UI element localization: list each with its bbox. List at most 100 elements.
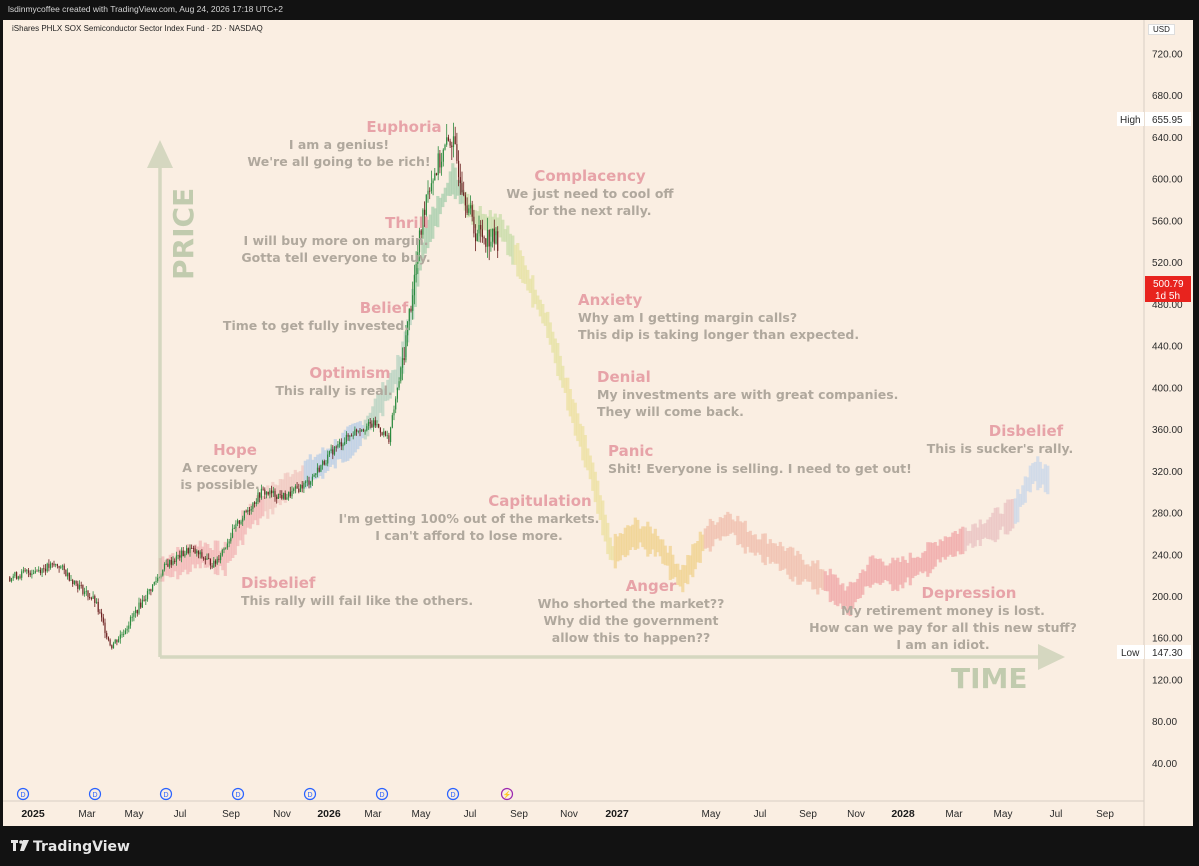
candle-body xyxy=(323,461,325,465)
cycle-path-segment xyxy=(878,558,882,585)
cycle-path-segment xyxy=(788,546,792,580)
candle-body xyxy=(95,601,98,603)
cycle-path-segment xyxy=(546,311,550,338)
cycle-path-segment xyxy=(991,512,995,541)
candle-body xyxy=(481,229,483,238)
cycle-path-segment xyxy=(698,531,702,563)
candle-body xyxy=(420,230,422,235)
candle-body xyxy=(148,589,150,591)
phase-caption: We just need to cool off xyxy=(506,186,674,201)
candle-body xyxy=(65,570,67,577)
cycle-path-segment xyxy=(911,557,915,579)
candle-body xyxy=(186,548,188,554)
cycle-path-segment xyxy=(996,507,1000,540)
phase-caption: I'm getting 100% out of the markets. xyxy=(339,511,600,526)
cycle-path-segment xyxy=(561,365,565,388)
phase-title: Anger xyxy=(626,577,677,595)
cycle-path-segment xyxy=(251,504,255,525)
event-marker[interactable]: D xyxy=(159,787,173,801)
candle-body xyxy=(31,573,33,575)
phase-title: Denial xyxy=(597,368,651,386)
cycle-path-segment xyxy=(793,555,797,577)
cycle-path-segment xyxy=(336,444,340,460)
candle-body xyxy=(296,486,298,489)
cycle-path-segment xyxy=(503,229,507,242)
candle-body xyxy=(191,547,193,549)
candle-body xyxy=(48,563,50,568)
event-marker[interactable]: D xyxy=(88,787,102,801)
event-marker[interactable]: D xyxy=(303,787,317,801)
cycle-path-segment xyxy=(688,555,692,575)
time-tick-label: May xyxy=(412,809,431,820)
cycle-path-segment xyxy=(923,551,927,572)
chart-frame[interactable]: PRICE TIME Disbelief This rally will fail… xyxy=(3,20,1193,826)
candle-body xyxy=(288,491,290,498)
candle-body xyxy=(381,432,383,435)
cycle-path-segment xyxy=(926,542,930,577)
cycle-path-segment xyxy=(318,453,322,476)
cycle-path-segment xyxy=(173,557,177,572)
candle-body xyxy=(325,463,327,465)
candle-body xyxy=(495,231,497,244)
phase-caption: They will come back. xyxy=(597,404,744,419)
cycle-path-segment xyxy=(473,210,477,228)
cycle-path-segment xyxy=(731,519,735,533)
event-marker[interactable]: D xyxy=(16,787,30,801)
event-markers[interactable]: D D D D D D D ⚡ xyxy=(16,787,514,801)
cycle-path-segment xyxy=(528,278,532,293)
cycle-path-segment xyxy=(951,532,955,557)
cycle-path-segment xyxy=(646,521,650,557)
cycle-path-segment xyxy=(953,531,957,557)
candle-body xyxy=(226,543,228,548)
cycle-path-segment xyxy=(918,557,922,572)
price-tick-label: 480.00 xyxy=(1152,300,1183,311)
cycle-path-segment xyxy=(346,426,350,461)
candle-body xyxy=(175,555,177,562)
cycle-path-segment xyxy=(626,525,630,556)
candle-body xyxy=(475,233,477,242)
cycle-path-segment xyxy=(283,473,287,503)
tradingview-logo[interactable]: TradingView xyxy=(11,837,151,857)
candle-body xyxy=(22,570,24,572)
candle-body xyxy=(407,321,409,336)
phase-title: Belief xyxy=(360,299,409,317)
time-tick-label: Jul xyxy=(754,809,767,820)
cycle-path-segment xyxy=(976,527,980,541)
candle-body xyxy=(17,576,19,579)
tradingview-brand: TradingView xyxy=(33,839,130,855)
candle-body xyxy=(163,564,166,570)
cycle-path-segment xyxy=(431,206,435,239)
cycle-path-segment xyxy=(966,531,970,546)
cycle-path-segment xyxy=(543,312,547,326)
candle-body xyxy=(333,446,336,455)
cycle-path-segment xyxy=(391,370,395,393)
candle-body xyxy=(123,634,125,635)
candle-body xyxy=(16,572,18,579)
event-marker[interactable]: D xyxy=(231,787,245,801)
event-marker[interactable]: D xyxy=(375,787,389,801)
cycle-path-segment xyxy=(866,564,870,587)
event-marker[interactable]: ⚡ xyxy=(500,787,514,801)
cycle-path-segment xyxy=(563,377,567,393)
cycle-path-segment xyxy=(1026,477,1030,492)
phase-caption: Who shorted the market?? xyxy=(538,596,725,611)
cycle-path-segment xyxy=(786,548,790,575)
candle-body xyxy=(138,602,140,614)
event-marker[interactable]: D xyxy=(446,787,460,801)
cycle-path-segment xyxy=(733,521,737,536)
currency-label[interactable]: USD xyxy=(1148,24,1175,35)
cycle-path-segment xyxy=(631,524,635,548)
cycle-path-segment xyxy=(686,555,690,585)
high-label: High xyxy=(1120,115,1141,126)
cycle-path-segment xyxy=(183,550,187,570)
candle-body xyxy=(60,566,62,568)
cycle-path-segment xyxy=(583,435,587,468)
cycle-path-segment xyxy=(748,530,752,553)
candle-body xyxy=(390,427,392,443)
cycle-path-segment xyxy=(303,460,307,489)
cycle-path-segment xyxy=(836,577,840,607)
candle-body xyxy=(180,550,183,558)
candle-body xyxy=(223,548,225,550)
